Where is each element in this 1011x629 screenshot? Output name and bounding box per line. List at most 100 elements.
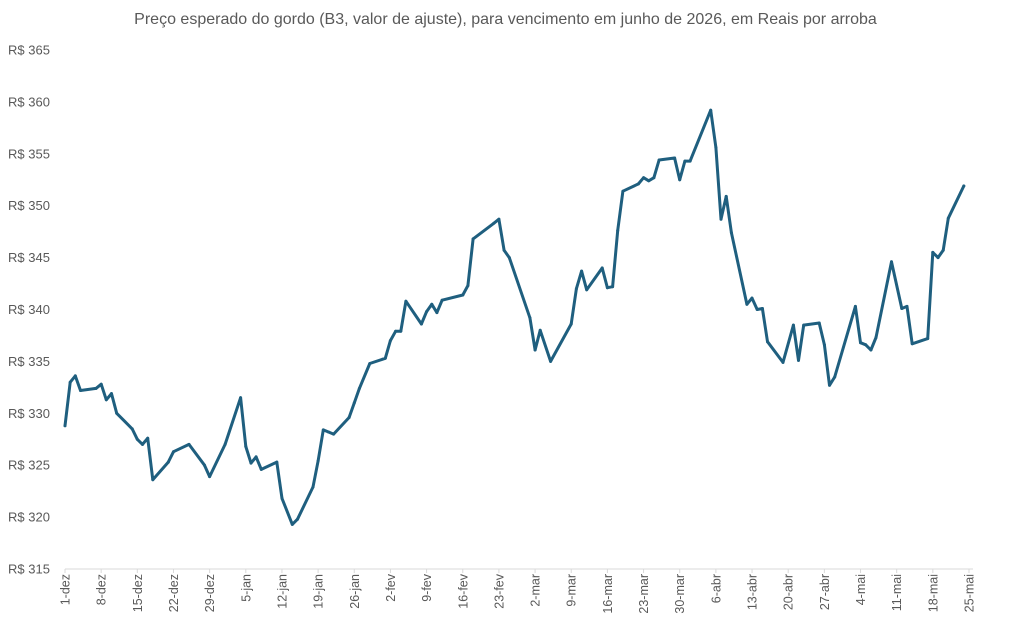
data-point	[724, 194, 728, 198]
data-point	[755, 308, 759, 311]
series-line	[63, 108, 966, 526]
data-point	[73, 374, 77, 378]
data-point	[357, 386, 361, 390]
data-point	[63, 424, 67, 428]
x-tick-label: 4-mai	[854, 574, 868, 605]
data-point	[569, 322, 573, 326]
x-tick-label: 2-fev	[384, 573, 398, 602]
data-point	[781, 360, 785, 364]
data-point	[79, 389, 82, 392]
data-point	[94, 386, 98, 390]
data-point	[822, 343, 826, 347]
data-point	[311, 485, 315, 489]
x-tick-label: 6-abr	[709, 574, 723, 603]
y-tick-label: R$ 330	[8, 406, 50, 421]
x-tick-label: 9-fev	[420, 573, 434, 602]
data-point	[208, 475, 212, 479]
y-tick-label: R$ 350	[8, 198, 50, 213]
data-point	[280, 496, 284, 500]
data-point	[714, 146, 718, 150]
data-point	[621, 189, 625, 193]
data-point	[399, 329, 403, 333]
data-point	[249, 461, 253, 465]
data-point	[828, 383, 831, 387]
x-tick-label: 29-dez	[203, 574, 217, 612]
data-point	[900, 307, 904, 310]
y-tick-label: R$ 320	[8, 510, 50, 525]
data-point	[502, 248, 506, 252]
x-tick-label: 2-mar	[529, 574, 543, 607]
data-point	[936, 256, 940, 260]
data-point	[296, 517, 299, 521]
data-point	[471, 237, 475, 241]
data-point	[321, 428, 325, 432]
data-point	[766, 340, 769, 344]
x-tick-label: 23-fev	[492, 573, 506, 608]
series-layer	[63, 108, 966, 526]
data-point	[290, 522, 294, 526]
data-point	[673, 156, 677, 160]
data-point	[352, 401, 356, 405]
data-point	[110, 392, 113, 396]
data-point	[905, 304, 909, 308]
data-point	[419, 322, 423, 326]
x-tick-label: 20-abr	[782, 574, 796, 610]
data-point	[946, 216, 950, 220]
x-tick-label: 27-abr	[818, 574, 832, 610]
data-point	[466, 284, 470, 288]
data-point	[729, 231, 733, 235]
data-point	[332, 432, 336, 436]
data-point	[926, 337, 930, 341]
data-point	[259, 467, 263, 471]
data-point	[745, 302, 749, 306]
data-point	[750, 296, 754, 300]
data-point	[368, 362, 372, 365]
x-tick-label: 9-mar	[565, 574, 579, 607]
x-tick-label: 13-abr	[746, 574, 760, 610]
data-point	[600, 266, 604, 270]
data-point	[461, 293, 465, 297]
data-point	[910, 342, 914, 346]
data-point	[166, 460, 170, 464]
data-point	[585, 288, 589, 292]
data-point	[99, 382, 103, 386]
x-tick-label: 19-jan	[312, 574, 326, 609]
data-point	[833, 375, 837, 379]
data-point	[327, 430, 330, 434]
data-point	[244, 445, 248, 448]
x-tick-label: 12-jan	[275, 574, 289, 609]
data-point	[817, 321, 821, 325]
data-point	[440, 298, 444, 302]
data-point	[611, 285, 615, 289]
data-point	[383, 356, 387, 360]
y-tick-label: R$ 365	[8, 43, 50, 58]
data-point	[864, 343, 868, 347]
y-axis: R$ 315 R$ 320 R$ 325 R$ 330 R$ 335 R$ 340 R$ 3…	[8, 43, 50, 577]
y-tick-label: R$ 315	[8, 562, 50, 577]
data-point	[275, 460, 279, 464]
y-tick-label: R$ 345	[8, 250, 50, 265]
data-point	[146, 436, 150, 440]
data-point	[580, 269, 584, 273]
data-point	[642, 176, 646, 180]
data-point	[151, 478, 155, 482]
data-point	[874, 336, 878, 339]
data-point	[203, 463, 206, 467]
data-point	[678, 178, 682, 182]
x-tick-label: 8-dez	[95, 574, 109, 605]
data-point	[652, 176, 656, 180]
data-point	[941, 248, 945, 252]
data-point	[636, 182, 640, 186]
data-point	[719, 217, 723, 221]
data-point	[791, 323, 795, 327]
x-tick-label: 22-dez	[167, 574, 181, 612]
data-point	[549, 359, 553, 363]
data-point	[683, 159, 687, 163]
data-point	[605, 286, 609, 290]
x-axis: 1-dez 8-dez 15-dez 22-dez 29-dez 5-jan 12-jan 1…	[59, 569, 977, 614]
data-point	[404, 299, 408, 303]
data-point	[187, 442, 191, 446]
y-tick-label: R$ 340	[8, 302, 50, 317]
x-tick-label: 25-mai	[963, 574, 977, 612]
